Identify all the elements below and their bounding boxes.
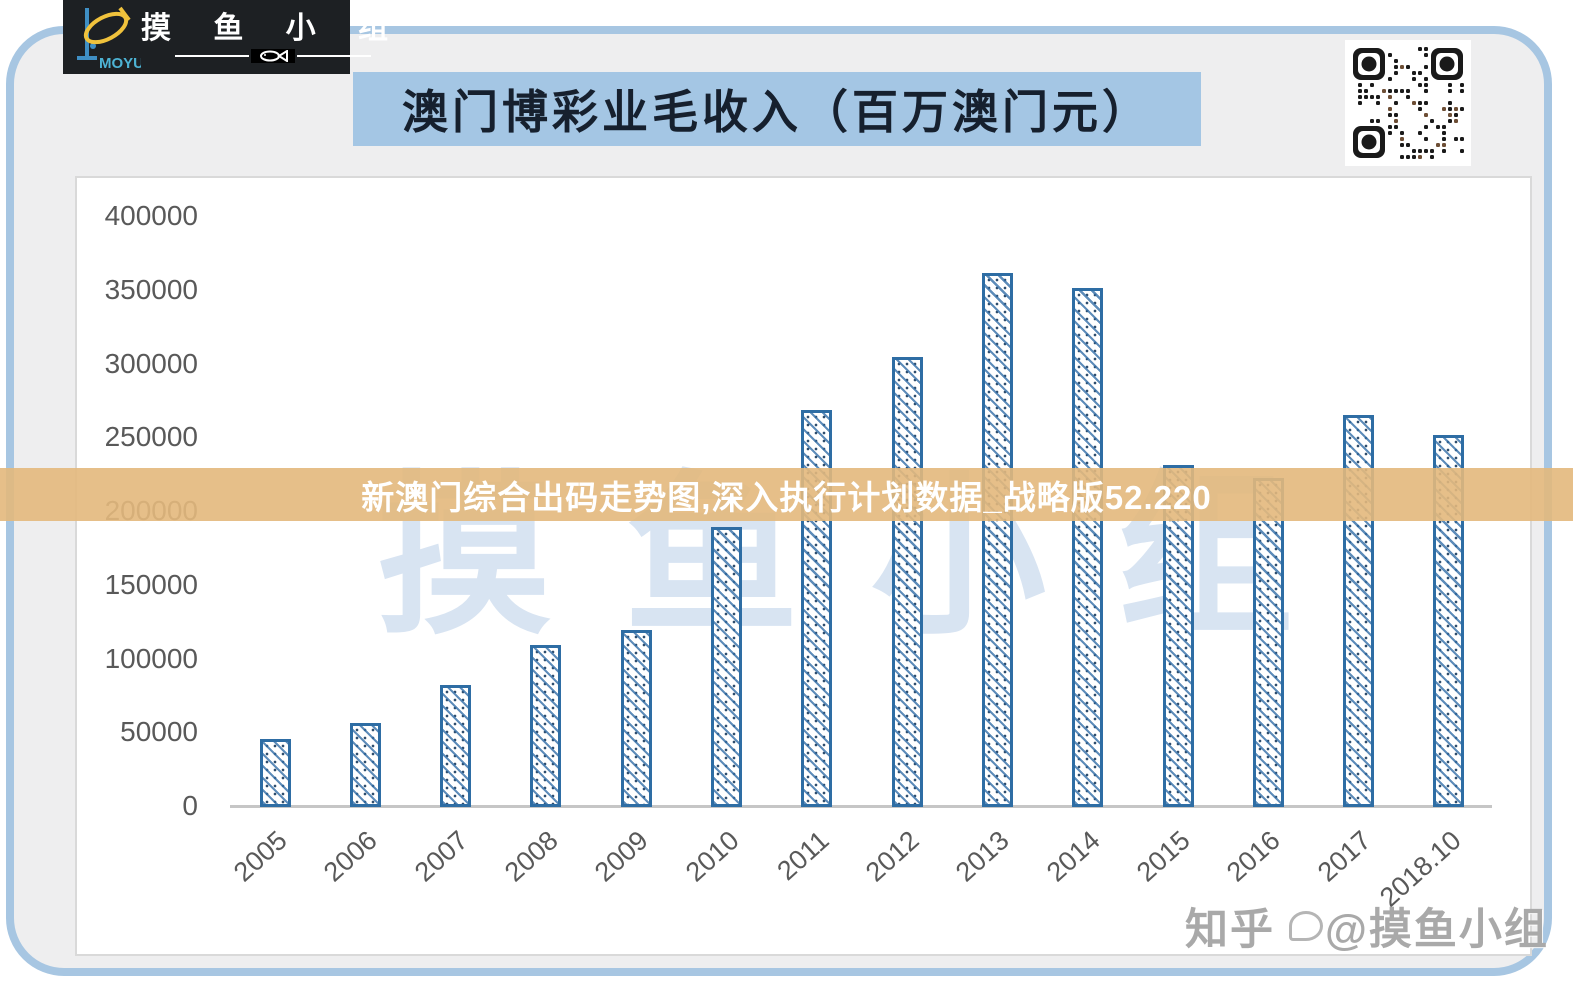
- overlay-banner: 新澳门综合出码走势图,深入执行计划数据_战略版52.220: [0, 468, 1573, 521]
- bar-2014: [1072, 287, 1104, 807]
- bar-2010: [711, 526, 742, 807]
- x-axis-label: 2013: [950, 824, 1016, 888]
- zhihu-watermark-prefix: 知乎: [1185, 906, 1275, 954]
- bar-2016: [1252, 478, 1284, 807]
- y-axis-tick: 0: [182, 790, 198, 821]
- page-title: 澳门博彩业毛收入（百万澳门元）: [353, 72, 1201, 146]
- qr-code: [1345, 40, 1471, 166]
- bar-2009: [620, 630, 652, 807]
- x-axis-label: 2014: [1040, 824, 1106, 888]
- moyu-logo: MOYU 摸 鱼 小 组: [63, 0, 388, 74]
- y-axis-tick: 400000: [104, 200, 198, 231]
- zhihu-watermark: 知乎 @摸鱼小组: [1185, 895, 1549, 957]
- y-axis-tick: 150000: [104, 568, 198, 600]
- y-axis-tick: 300000: [104, 347, 198, 379]
- bar-2005: [259, 739, 291, 807]
- moyu-fish-icon: MOYU: [63, 2, 144, 72]
- x-axis-label: 2005: [227, 824, 293, 888]
- y-axis-tick: 50000: [120, 716, 198, 748]
- zhihu-bubble-icon: [1289, 911, 1323, 941]
- logo-divider: [175, 48, 371, 63]
- x-axis-label: 2007: [408, 824, 474, 888]
- zhihu-watermark-handle: @摸鱼小组: [1325, 906, 1549, 954]
- x-axis-label: 2011: [771, 824, 835, 887]
- bar-2012: [891, 357, 923, 807]
- bar-2006: [349, 722, 381, 807]
- x-axis-label: 2008: [498, 824, 564, 888]
- bar-2007: [440, 684, 472, 807]
- chart-panel: 摸鱼小组 05000010000015000020000025000030000…: [75, 176, 1532, 956]
- overlay-banner-text: 新澳门综合出码走势图,深入执行计划数据_战略版52.220: [361, 478, 1212, 516]
- bar-2013: [981, 273, 1013, 807]
- x-axis-label: 2015: [1130, 824, 1196, 888]
- fish-glyph-icon: [251, 48, 295, 63]
- y-axis-tick: 350000: [104, 273, 198, 305]
- bar-2015: [1162, 464, 1194, 807]
- x-axis-label: 2010: [679, 824, 745, 888]
- y-axis-tick: 250000: [104, 421, 198, 453]
- x-axis-line: [230, 805, 1492, 808]
- svg-text:MOYU: MOYU: [99, 55, 141, 72]
- x-axis-label: 2009: [589, 824, 654, 888]
- x-axis-label: 2006: [318, 824, 383, 888]
- bar-2008: [530, 644, 562, 807]
- logo-group-name: 摸 鱼 小 组: [141, 11, 406, 45]
- x-axis-label: 2012: [860, 824, 925, 888]
- background-watermark: 摸鱼小组: [377, 460, 1365, 655]
- y-axis-tick: 100000: [104, 642, 198, 674]
